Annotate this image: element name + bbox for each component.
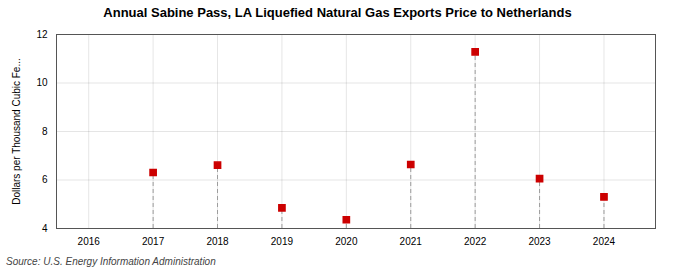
svg-text:4: 4 <box>42 223 48 234</box>
svg-text:8: 8 <box>42 126 48 137</box>
svg-text:2024: 2024 <box>593 236 616 247</box>
svg-text:2020: 2020 <box>335 236 358 247</box>
svg-text:2022: 2022 <box>464 236 487 247</box>
svg-text:2021: 2021 <box>400 236 423 247</box>
svg-text:10: 10 <box>36 77 48 88</box>
svg-text:2023: 2023 <box>528 236 551 247</box>
html-text:Source: U.S. Energy Informatio: Source: U.S. Energy Information Administ… <box>6 256 216 267</box>
svg-text:2019: 2019 <box>271 236 294 247</box>
svg-text:2016: 2016 <box>78 236 101 247</box>
svg-text:2018: 2018 <box>206 236 229 247</box>
svg-text:2017: 2017 <box>142 236 165 247</box>
html-text:Annual Sabine Pass, LA Liquefi: Annual Sabine Pass, LA Liquefied Natural… <box>103 5 572 20</box>
svg-text:6: 6 <box>42 174 48 185</box>
svg-text:12: 12 <box>36 29 48 40</box>
svg-text:Dollars per Thousand Cubic Fe.: Dollars per Thousand Cubic Fe... <box>11 58 22 205</box>
